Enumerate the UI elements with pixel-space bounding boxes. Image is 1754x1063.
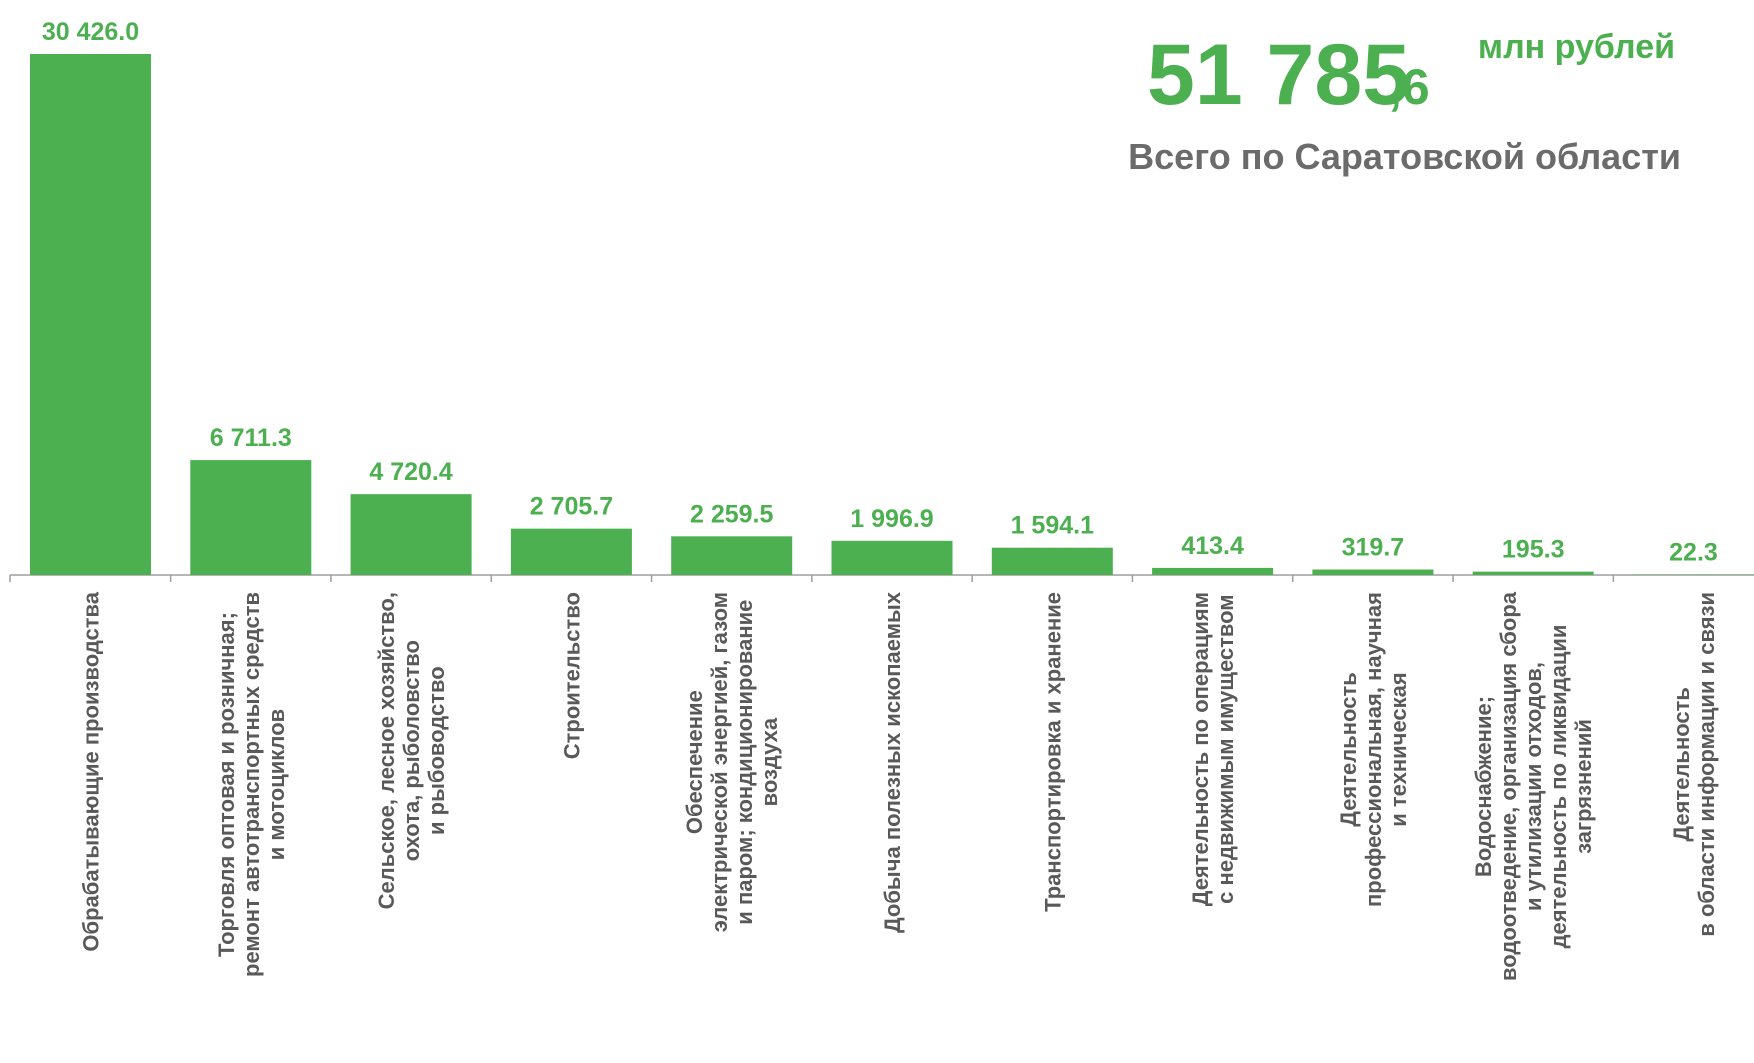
value-label: 4 720.4 [369,458,453,486]
bar [1312,569,1434,575]
bar [510,528,632,575]
bar [991,547,1113,575]
x-tick-label-line: водоотведение, организация сбора [1496,591,1521,981]
x-tick-label: Деятельностьв области информации и связи [1669,592,1719,937]
bar [30,54,151,575]
x-tick-label-line: профессиональная, научная [1361,592,1386,907]
x-tick-label-line: и рыбоводство [424,666,449,835]
x-tick-label: Деятельностьпрофессиональная, научнаяи т… [1336,592,1411,907]
value-label: 22.3 [1669,539,1718,567]
x-tick-label: Водоснабжение;водоотведение, организация… [1471,591,1596,981]
value-label: 195.3 [1502,536,1565,564]
x-tick-label-line: и мотоциклов [264,709,289,860]
x-tick-label: Обрабатывающие производства [79,591,104,951]
x-tick-label-line: Транспортировка и хранение [1040,592,1065,912]
total-unit: млн рублей [1478,28,1675,66]
x-tick-label: Строительство [559,592,584,759]
x-tick-label-line: Добыча полезных ископаемых [880,591,905,933]
x-tick-label-line: в области информации и связи [1694,592,1719,937]
value-label: 1 996.9 [850,505,933,533]
bar [1472,571,1594,575]
x-tick-label: Сельское, лесное хозяйство,охота, рыболо… [374,592,449,909]
x-tick-label-line: и техническая [1386,672,1411,826]
x-tick-label-line: с недвижимым имуществом [1213,594,1238,903]
total-fraction: ,6 [1388,59,1430,115]
total-caption: Всего по Саратовской области [1128,136,1681,177]
x-tick-label-line: воздуха [757,717,782,806]
value-label: 6 711.3 [210,424,292,452]
value-label: 2 705.7 [530,493,613,521]
x-tick-label: Добыча полезных ископаемых [880,591,905,933]
x-tick-label-line: и паром; кондиционирование [732,600,757,925]
value-label: 30 426.0 [42,18,139,46]
x-tick-label-line: Деятельность [1669,687,1694,842]
bar [831,540,953,575]
x-tick-label-line: деятельность по ликвидации [1546,625,1571,949]
x-tick-label-line: ремонт автотранспортных средств [239,592,264,977]
value-label: 1 594.1 [1011,512,1095,540]
x-tick-label: Деятельность по операциямс недвижимым им… [1188,592,1238,906]
x-tick-label-line: Водоснабжение; [1471,696,1496,877]
x-tick-label: Обеспечениеэлектрической энергией, газом… [682,592,782,932]
x-tick-label: Торговля оптовая и розничная;ремонт авто… [214,592,289,977]
x-tick-label-line: Сельское, лесное хозяйство, [374,592,399,909]
x-tick-label-line: Обеспечение [682,690,707,834]
x-tick-label-line: Обрабатывающие производства [79,591,104,951]
x-tick-label-line: охота, рыболовство [399,640,424,861]
bar [1152,567,1274,575]
x-tick-label-line: Строительство [559,592,584,759]
x-tick-label-line: электрической энергией, газом [707,592,732,932]
x-tick-label-line: Торговля оптовая и розничная; [214,612,239,957]
x-tick-label-line: и утилизации отходов, [1521,662,1546,911]
value-label: 2 259.5 [690,500,774,528]
total-integer: 51 785 [1147,27,1410,123]
bar [350,494,472,575]
x-tick-label: Транспортировка и хранение [1040,592,1065,912]
value-label: 319.7 [1342,534,1405,562]
x-tick-label-line: Деятельность по операциям [1188,592,1213,906]
bar [671,536,793,575]
value-label: 413.4 [1181,532,1244,560]
x-tick-label-line: загрязнений [1571,719,1596,854]
bar [190,460,312,575]
x-tick-label-line: Деятельность [1336,672,1361,827]
